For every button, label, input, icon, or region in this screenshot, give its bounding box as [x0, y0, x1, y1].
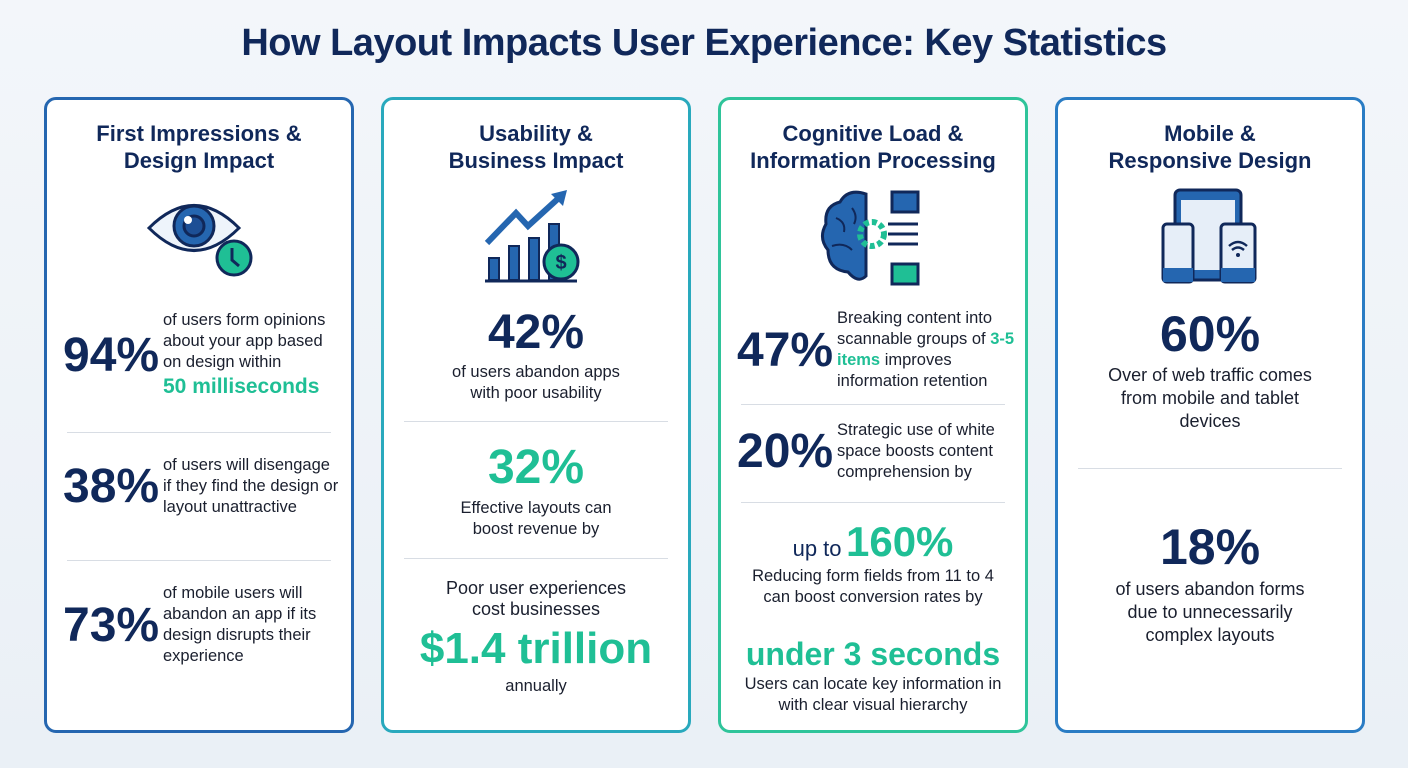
card-title: Cognitive Load & Information Processing: [721, 120, 1025, 174]
divider: [67, 560, 331, 561]
stat-38: 38% of users will disengage if they find…: [63, 455, 341, 518]
stat-value: under 3 seconds: [745, 636, 1001, 672]
stat-text: of users abandon forms due to unnecessar…: [1115, 579, 1305, 645]
eye-clock-icon: [146, 204, 253, 277]
card-mobile: Mobile & Responsive Design 60% Over of we…: [1055, 97, 1365, 733]
card-title: Mobile & Responsive Design: [1058, 120, 1362, 174]
stat-highlight: 50 milliseconds: [163, 375, 320, 398]
divider: [741, 404, 1005, 405]
stat-text: annually: [505, 677, 567, 695]
stat-pretext: Poor user experiences cost businesses: [445, 578, 627, 619]
stat-160: up to 160%: [721, 518, 1025, 566]
stat-value: 18%: [1159, 519, 1261, 575]
stat-value: 160%: [845, 518, 954, 565]
stat-text: Breaking content into scannable groups o…: [837, 309, 993, 348]
stat-text: of users will disengage if they find the…: [163, 456, 339, 516]
divider: [67, 432, 331, 433]
stat-94: 94% of users form opinions about your ap…: [63, 310, 341, 401]
card-title-line: First Impressions &: [96, 121, 302, 146]
stat-text: improves information retention: [837, 351, 988, 390]
stat-value: 73%: [63, 598, 160, 652]
card-title-line: Design Impact: [123, 148, 275, 173]
card-first-impressions: First Impressions & Design Impact 94% of …: [44, 97, 354, 733]
card-title: Usability & Business Impact: [384, 120, 688, 174]
card-title-line: Business Impact: [448, 148, 624, 173]
stat-value: 47%: [737, 323, 834, 377]
divider: [741, 502, 1005, 503]
stat-prefix: up to: [792, 536, 842, 561]
stat-highlight: 3-5 items: [837, 330, 1015, 369]
stat-value: 94%: [63, 329, 160, 382]
stat-text: Over of web traffic comes from mobile an…: [1108, 365, 1312, 431]
chart-growth-dollar-icon: $: [484, 190, 580, 283]
card-title-line: Usability &: [479, 121, 593, 146]
card-title-line: Information Processing: [750, 148, 996, 173]
stat-value: 20%: [737, 425, 834, 478]
stat-text: Reducing form fields from 11 to 4 can bo…: [752, 567, 994, 606]
stat-value: 38%: [63, 460, 160, 513]
divider: [404, 558, 668, 559]
stat-text: of mobile users will abandon an app if i…: [163, 584, 317, 665]
stat-47: 47% Breaking content into scannable grou…: [737, 308, 1015, 392]
card-title-line: Responsive Design: [1108, 148, 1312, 173]
stat-value: 42%: [487, 306, 585, 359]
svg-text:$: $: [555, 252, 566, 274]
divider: [1078, 468, 1342, 469]
card-title-line: Cognitive Load &: [782, 121, 964, 146]
stat-text: of users form opinions about your app ba…: [163, 311, 326, 371]
stat-text: Effective layouts can boost revenue by: [460, 499, 612, 538]
stat-value: 60%: [1159, 306, 1261, 362]
card-title: First Impressions & Design Impact: [47, 120, 351, 174]
card-cognitive-load: Cognitive Load & Information Processing 4…: [718, 97, 1028, 733]
card-usability: Usability & Business Impact $ 42% of user…: [381, 97, 691, 733]
stat-value: 32%: [487, 441, 585, 494]
devices-icon: [1161, 188, 1257, 284]
brain-gear-list-icon: [821, 190, 920, 286]
stat-value: $1.4 trillion: [419, 624, 653, 673]
stat-text: of users abandon apps with poor usabilit…: [452, 363, 620, 402]
page-title: How Layout Impacts User Experience: Key …: [241, 22, 1167, 64]
stat-text: Users can locate key information in with…: [744, 675, 1002, 714]
stat-73: 73% of mobile users will abandon an app …: [63, 583, 341, 667]
stat-text: Strategic use of white space boosts cont…: [837, 421, 995, 481]
card-title-line: Mobile &: [1164, 121, 1256, 146]
divider: [404, 421, 668, 422]
stat-20: 20% Strategic use of white space boosts …: [737, 420, 1015, 483]
